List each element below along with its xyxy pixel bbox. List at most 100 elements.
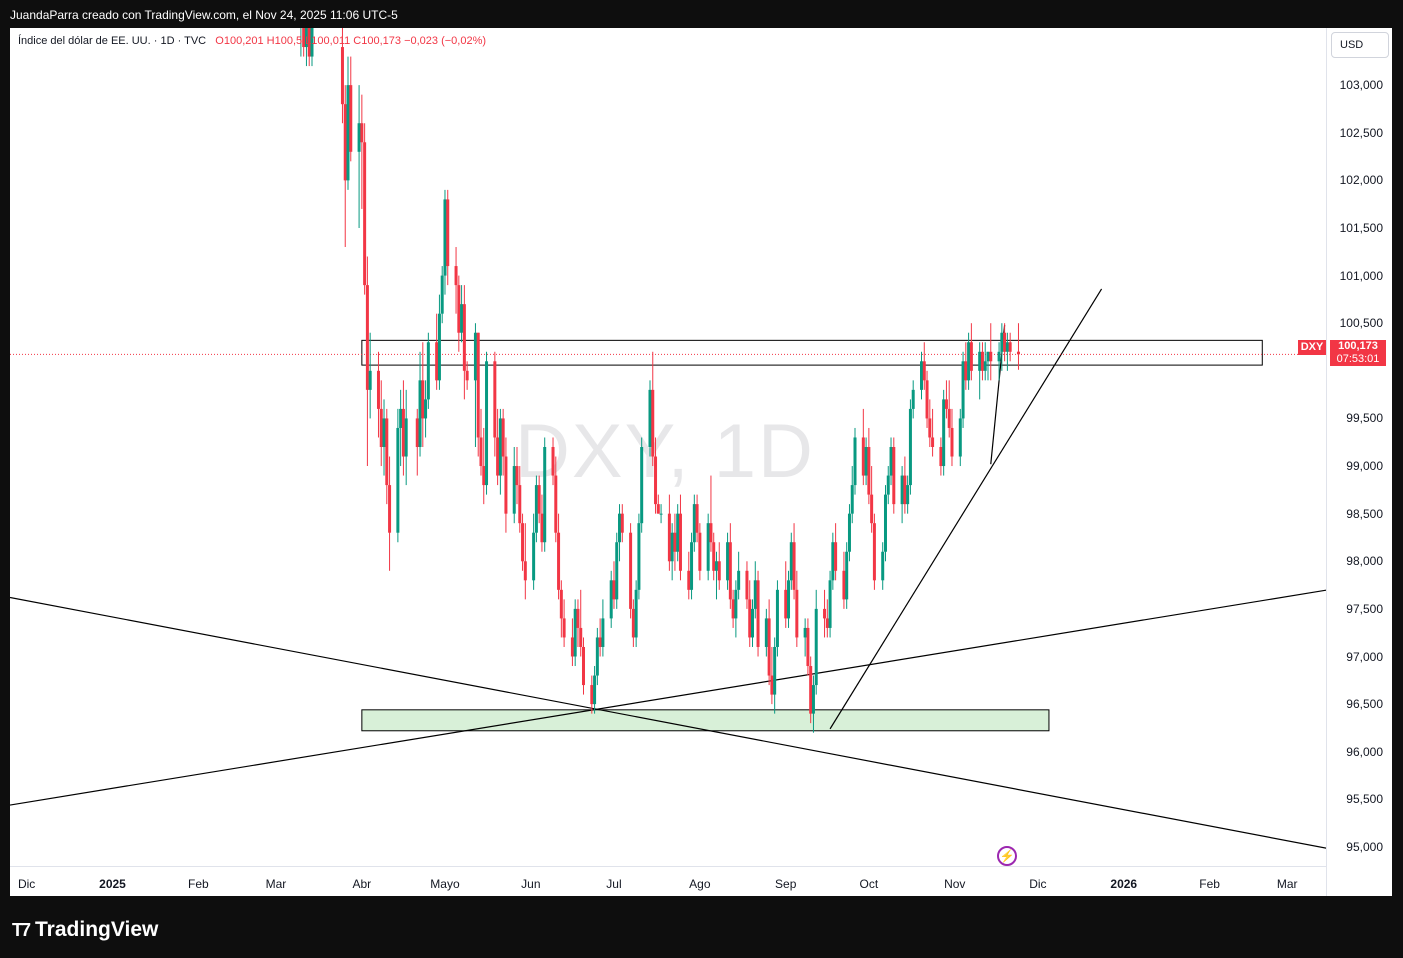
candle-body (343, 104, 347, 181)
price-tick-label: 101,000 (1339, 268, 1383, 283)
candle-body (986, 351, 990, 362)
candle-body (504, 456, 508, 514)
chart-plot-area[interactable]: DXY, 1D Índice del dólar de EE. UU. · 1D… (10, 28, 1326, 866)
candle-body (842, 570, 846, 600)
candle-body (989, 351, 993, 362)
last-price-value: 100,173 (1338, 340, 1378, 352)
candle-body (958, 418, 962, 457)
candle-body (515, 466, 519, 486)
candle-body (847, 513, 851, 552)
candle-body (864, 447, 868, 476)
trendline[interactable] (829, 288, 1103, 730)
price-tick-label: 101,500 (1339, 220, 1383, 235)
candle-body (368, 370, 372, 390)
candle-body (346, 85, 350, 181)
tradingview-wordmark: TradingView (35, 918, 159, 941)
candle-body (454, 266, 458, 286)
candle-body (521, 523, 525, 562)
candle-body (745, 570, 749, 600)
candle-body (834, 542, 838, 571)
support-zone[interactable] (361, 709, 1050, 732)
candle-body (357, 123, 361, 152)
candle-body (983, 361, 987, 371)
price-tick-label: 103,000 (1339, 78, 1383, 93)
candle-body (712, 542, 716, 571)
candle-body (942, 399, 946, 467)
candle-body (883, 494, 887, 552)
candle-body (573, 608, 577, 657)
candle-body (485, 361, 489, 486)
candle-body (651, 389, 655, 457)
candle-body (695, 504, 699, 533)
time-tick-label: Dic (17, 877, 36, 891)
price-tick-label: 102,500 (1339, 125, 1383, 140)
candle-body (340, 47, 344, 105)
candle-body (302, 28, 306, 48)
candle-body (920, 361, 924, 390)
candle-body (554, 475, 558, 533)
candle-body (1005, 342, 1009, 352)
candle-body (365, 285, 369, 390)
currency-button[interactable]: USD (1331, 32, 1389, 58)
candle-body (540, 513, 544, 543)
candle-body (1003, 332, 1007, 352)
time-tick-label: Jul (606, 877, 622, 891)
candle-body (590, 685, 594, 705)
candle-body (892, 447, 896, 505)
trendline[interactable] (10, 588, 1326, 806)
candle-body (903, 475, 907, 505)
candlestick-chart[interactable] (10, 28, 1326, 866)
candle-body (598, 637, 602, 647)
candle-body (426, 342, 430, 400)
candle-body (631, 608, 635, 638)
candle-body (737, 570, 741, 590)
candle-body (811, 685, 815, 714)
last-price-label: 100,173 07:53:01 (1330, 340, 1386, 366)
bolt-icon[interactable]: ⚡ (997, 846, 1017, 866)
candle-body (424, 399, 428, 419)
time-tick-label: Jun (521, 877, 541, 891)
time-tick-label: Sep (775, 877, 797, 891)
snapshot-caption: JuandaParra creado con TradingView.com, … (10, 8, 398, 22)
time-tick-label: Feb (188, 877, 209, 891)
candle-body (612, 580, 616, 600)
candle-body (460, 304, 464, 333)
candle-body (482, 466, 486, 486)
candle-body (764, 618, 768, 647)
candle-body (609, 580, 613, 619)
candle-body (931, 437, 935, 447)
candle-body (775, 589, 779, 647)
price-tick-label: 97,000 (1346, 649, 1383, 664)
time-axis[interactable]: Dic 2025 Feb Mar Abr Mayo Jun Jul Ago Sep Oct Nov Di… (10, 866, 1326, 897)
candle-body (961, 361, 965, 419)
candle-body (457, 285, 461, 333)
candle-body (579, 627, 583, 647)
candle-body (476, 332, 480, 438)
candle-body (576, 608, 580, 628)
candle-body (734, 589, 738, 619)
candle-body (806, 627, 810, 667)
candle-body (881, 551, 885, 581)
symbol-watermark: DXY, 1D (515, 409, 815, 494)
candle-body (728, 542, 732, 600)
trendline[interactable] (10, 596, 1326, 850)
resistance-zone[interactable] (361, 339, 1263, 366)
candle-body (997, 351, 1001, 362)
candle-body (440, 275, 444, 314)
candle-body (1008, 342, 1012, 352)
candle-body (886, 475, 890, 495)
candle-body (784, 589, 788, 619)
candle-body (656, 504, 660, 514)
candle-body (670, 532, 674, 562)
price-axis[interactable]: USD 103,000 102,500 102,000 101,500 101,000 1… (1326, 28, 1393, 896)
tradingview-mark-icon: T7 (12, 920, 31, 940)
tradingview-logo[interactable]: T7 TradingView (12, 918, 158, 942)
candle-body (595, 637, 599, 676)
price-tick-label: 99,500 (1346, 411, 1383, 426)
candle-body (581, 646, 585, 686)
candle-body (532, 532, 536, 581)
candle-body (726, 542, 730, 581)
candle-body (493, 361, 497, 438)
candle-body (562, 618, 566, 638)
candle-body (523, 561, 527, 581)
